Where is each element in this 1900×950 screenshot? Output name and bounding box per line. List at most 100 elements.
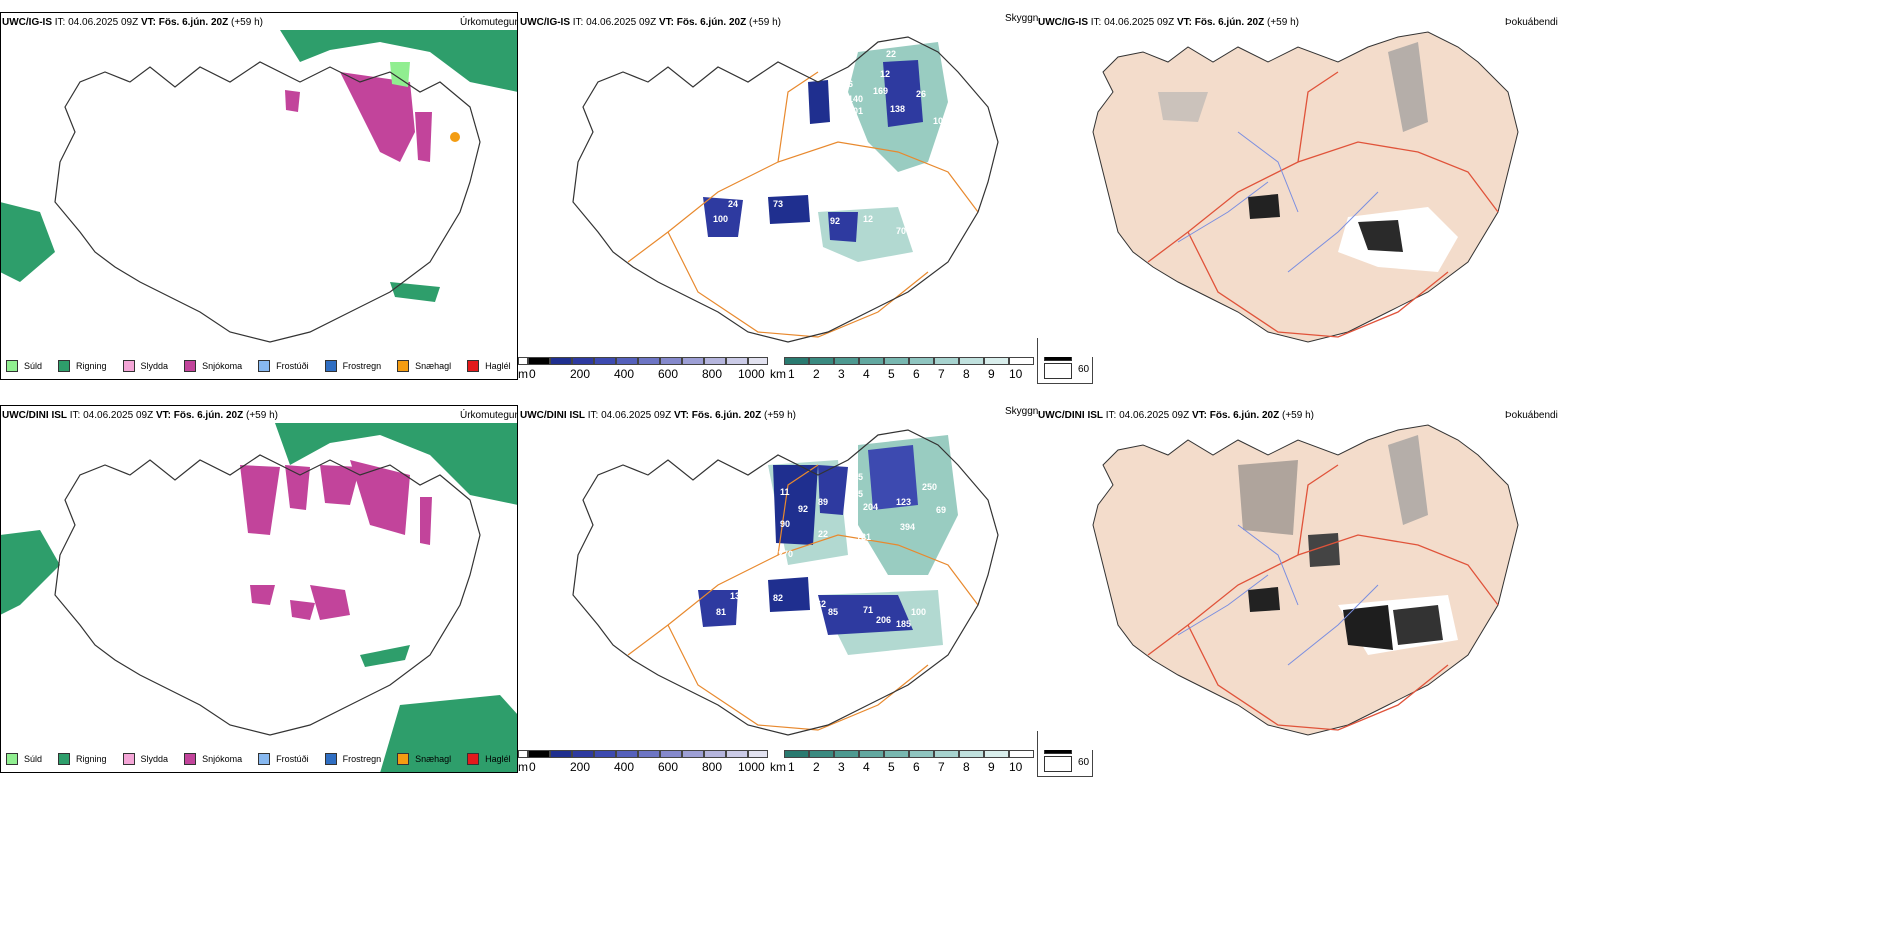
- colorbar-tick: 1000: [738, 760, 765, 774]
- legend-swatch: [324, 360, 337, 372]
- cloud-base-colorbar-bottom: m 0 200 400 600 800 1000: [518, 750, 768, 776]
- cloud-label: 401: [848, 106, 863, 116]
- fog-panel-bottom: [1038, 405, 1558, 750]
- fog-area: [1343, 605, 1393, 650]
- cloud-label: 121: [856, 532, 871, 542]
- colorbar-tick: 0: [529, 760, 536, 774]
- run-header-top-2: UWC/IG-IS IT: 04.06.2025 09Z VT: Fös. 6.…: [520, 17, 781, 28]
- cloud-base-area: [868, 445, 918, 510]
- colorbar-segment: [748, 357, 768, 365]
- iceland-outline: [572, 429, 999, 736]
- cloud-key-light: [1044, 756, 1072, 772]
- legend-item: Slydda: [122, 753, 168, 765]
- precip-frame: [0, 12, 518, 380]
- colorbar-tick: 3: [838, 760, 845, 774]
- colorbar-segment: [616, 357, 638, 365]
- cloud-label: 10: [868, 665, 878, 675]
- legend-item: Snæhagl: [397, 360, 451, 372]
- legend-item: Haglél: [467, 360, 511, 372]
- road-network: [1147, 464, 1499, 731]
- colorbar-segment: [572, 750, 594, 758]
- colorbar-segment: [934, 750, 959, 758]
- panel-title-cloud-top: Skyggni: [1005, 13, 1041, 24]
- colorbar-segment: [809, 750, 834, 758]
- cloud-base-area: [818, 465, 848, 515]
- colorbar-segment: [984, 750, 1009, 758]
- colorbar-segment: [784, 750, 809, 758]
- fog-map-bottom: [1038, 405, 1558, 750]
- panel-title-precip-bottom: Úrkomutegund: [460, 410, 526, 421]
- cloud-label: 100: [713, 214, 728, 224]
- cloud-panel-top: 73 100 24 92 12 70 169 138 56 140 401 10…: [518, 12, 1038, 357]
- cloud-label: 17: [916, 204, 926, 214]
- colorbar-segment: [528, 750, 550, 758]
- road-network: [1147, 71, 1499, 338]
- rain-area: [390, 282, 440, 302]
- cloud-label: 82: [773, 593, 783, 603]
- colorbar-tick: 10: [1009, 760, 1023, 774]
- colorbar-tick: 7: [938, 760, 945, 774]
- cloud-label: 69: [936, 505, 946, 515]
- cloud-label: 22: [886, 49, 896, 59]
- cloud-label: 90: [780, 519, 790, 529]
- legend-swatch: [6, 360, 18, 372]
- cloud-label: 136: [730, 591, 745, 601]
- colorbar-segment: [660, 357, 682, 365]
- fog-area: [1393, 605, 1443, 645]
- colorbar-tick: 1: [788, 760, 795, 774]
- run-header-top-1: UWC/IG-IS IT: 04.06.2025 09Z VT: Fös. 6.…: [2, 17, 263, 28]
- precip-map-bottom: [0, 405, 518, 773]
- rain-area: [275, 423, 518, 505]
- colorbar-tick: 9: [988, 760, 995, 774]
- colorbar-segment: [616, 750, 638, 758]
- snow-area: [420, 497, 432, 545]
- cloud-base-area: [773, 465, 818, 545]
- colorbar-unit: m: [518, 367, 528, 381]
- colorbar-tick: 600: [658, 760, 679, 774]
- colorbar-segment: [834, 750, 859, 758]
- colorbar-segment: [959, 750, 984, 758]
- colorbar-segment: [834, 357, 859, 365]
- fog-map-top: [1038, 12, 1558, 357]
- cloud-base-area: [768, 577, 810, 612]
- legend-swatch: [184, 360, 197, 372]
- snowhail-spot: [450, 132, 460, 142]
- colorbar-segment: [859, 357, 884, 365]
- legend-item: Snæhagl: [397, 753, 451, 765]
- colorbar-segment: [784, 357, 809, 365]
- colorbar-tick: 600: [658, 367, 679, 381]
- legend-item: Frostúði: [258, 360, 309, 372]
- iceland-outline: [572, 36, 999, 343]
- colorbar-segment: [594, 357, 616, 365]
- precip-type-panel-bottom: [0, 405, 518, 773]
- colorbar-tick: 5: [888, 367, 895, 381]
- cloud-label: 73: [773, 199, 783, 209]
- run-header-bottom-3: UWC/DINI ISL IT: 04.06.2025 09Z VT: Fös.…: [1038, 410, 1314, 421]
- visibility-colorbar-bottom: km 1 2 3 4 5 6 7 8 9 10: [770, 750, 1035, 776]
- colorbar-segment: [528, 357, 550, 365]
- legend-swatch: [258, 360, 271, 372]
- run-header-bottom-1: UWC/DINI ISL IT: 04.06.2025 09Z VT: Fös.…: [2, 410, 278, 421]
- cloud-label: 123: [896, 497, 911, 507]
- colorbar-segment: [909, 357, 934, 365]
- snow-area: [350, 460, 410, 535]
- cloud-panel-bottom: 11 92 89 90 22 270 195 185 204 123 394 2…: [518, 405, 1038, 750]
- cloud-base-area: [698, 590, 738, 627]
- cloud-label: 185: [896, 619, 911, 629]
- river-network: [1177, 131, 1379, 273]
- cloud-key-high: 60: [1078, 364, 1090, 375]
- cloud-label: 100: [933, 116, 948, 126]
- colorbar-segment: [572, 357, 594, 365]
- colorbar-segment: [884, 750, 909, 758]
- colorbar-segment: [704, 357, 726, 365]
- colorbar-tick: 9: [988, 367, 995, 381]
- colorbar-segment: [550, 750, 572, 758]
- cloud-label: 24: [728, 199, 738, 209]
- cloud-label: 70: [896, 226, 906, 236]
- colorbar-tick: 200: [570, 367, 591, 381]
- legend-swatch: [467, 753, 480, 765]
- legend-item: Haglél: [467, 753, 511, 765]
- legend-swatch: [397, 753, 410, 765]
- panel-title-fog-bottom: Þokuábendi: [1505, 410, 1558, 421]
- colorbar-tick: 0: [529, 367, 536, 381]
